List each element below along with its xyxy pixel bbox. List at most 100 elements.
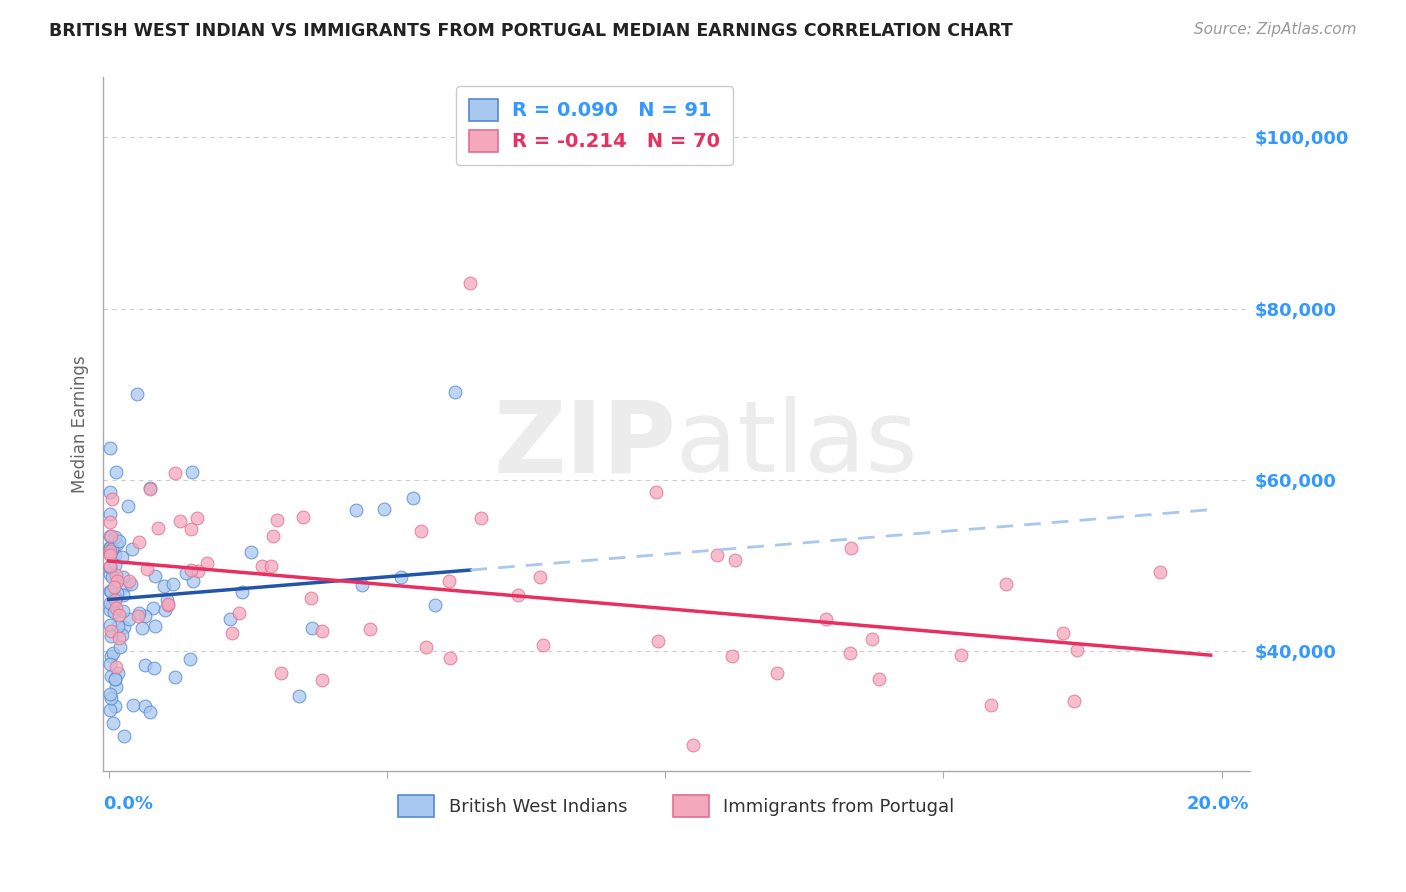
Point — [994, 576, 1017, 591]
Point — [98, 703, 121, 717]
Point — [131, 621, 153, 635]
Text: ZIP: ZIP — [494, 396, 676, 493]
Point — [157, 597, 180, 611]
Point — [100, 624, 122, 638]
Point — [104, 530, 127, 544]
Point — [143, 569, 166, 583]
Point — [128, 608, 150, 623]
Point — [114, 578, 136, 592]
Point — [682, 738, 704, 752]
Point — [98, 558, 121, 573]
Point — [100, 541, 122, 556]
Point — [98, 559, 121, 574]
Point — [104, 672, 127, 686]
Point — [139, 482, 162, 496]
Point — [108, 640, 131, 655]
Point — [266, 513, 288, 527]
Point — [153, 579, 176, 593]
Point — [103, 605, 125, 619]
Point — [98, 687, 121, 701]
Point — [814, 612, 837, 626]
Point — [373, 502, 395, 516]
Point — [157, 599, 180, 613]
Point — [100, 629, 122, 643]
Point — [138, 705, 160, 719]
Point — [156, 592, 179, 607]
Point — [153, 602, 176, 616]
Point — [389, 569, 412, 583]
Point — [291, 510, 314, 524]
Point — [163, 466, 186, 480]
Point — [111, 549, 134, 564]
Point — [98, 596, 121, 610]
Point — [100, 668, 122, 682]
Point — [107, 665, 129, 680]
Point — [100, 547, 122, 561]
Point — [104, 660, 127, 674]
Point — [112, 619, 135, 633]
Point — [98, 618, 121, 632]
Text: 20.0%: 20.0% — [1187, 795, 1250, 813]
Point — [98, 549, 121, 563]
Point — [107, 537, 129, 551]
Point — [105, 591, 128, 606]
Point — [839, 541, 862, 556]
Point — [288, 690, 311, 704]
Point — [724, 553, 747, 567]
Point — [125, 387, 148, 401]
Text: BRITISH WEST INDIAN VS IMMIGRANTS FROM PORTUGAL MEDIAN EARNINGS CORRELATION CHAR: BRITISH WEST INDIAN VS IMMIGRANTS FROM P… — [49, 22, 1012, 40]
Point — [98, 566, 121, 581]
Point — [107, 574, 129, 589]
Point — [344, 502, 367, 516]
Point — [228, 606, 250, 620]
Point — [765, 665, 787, 680]
Point — [100, 529, 122, 543]
Point — [104, 558, 127, 573]
Point — [135, 562, 157, 576]
Text: 0.0%: 0.0% — [103, 795, 153, 813]
Point — [134, 608, 156, 623]
Legend: British West Indians, Immigrants from Portugal: British West Indians, Immigrants from Po… — [391, 788, 962, 824]
Point — [100, 648, 122, 663]
Point — [98, 560, 121, 574]
Point — [423, 598, 446, 612]
Point — [187, 565, 209, 579]
Point — [112, 604, 135, 618]
Point — [120, 577, 142, 591]
Text: atlas: atlas — [676, 396, 918, 493]
Point — [98, 546, 121, 560]
Point — [240, 545, 263, 559]
Y-axis label: Median Earnings: Median Earnings — [72, 355, 89, 493]
Point — [950, 648, 973, 663]
Point — [301, 621, 323, 635]
Point — [104, 672, 127, 686]
Point — [529, 570, 551, 584]
Point — [107, 619, 129, 633]
Point — [162, 577, 184, 591]
Point — [105, 601, 128, 615]
Point — [117, 499, 139, 513]
Point — [401, 491, 423, 506]
Point — [128, 606, 150, 620]
Point — [104, 548, 127, 562]
Point — [359, 623, 381, 637]
Point — [111, 627, 134, 641]
Point — [186, 510, 208, 524]
Point — [860, 632, 883, 647]
Point — [98, 657, 121, 671]
Point — [104, 590, 127, 604]
Point — [104, 593, 127, 607]
Point — [868, 672, 890, 686]
Point — [100, 584, 122, 599]
Point — [221, 626, 243, 640]
Point — [100, 492, 122, 507]
Point — [720, 648, 742, 663]
Point — [270, 665, 292, 680]
Point — [262, 529, 284, 543]
Point — [111, 588, 134, 602]
Point — [645, 484, 668, 499]
Point — [98, 507, 121, 521]
Point — [506, 588, 529, 602]
Point — [460, 276, 482, 290]
Point — [108, 607, 131, 622]
